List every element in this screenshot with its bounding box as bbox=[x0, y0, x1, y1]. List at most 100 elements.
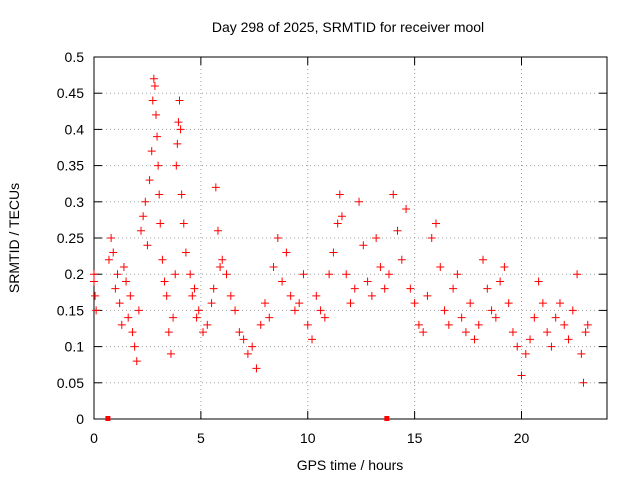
data-point bbox=[466, 299, 475, 308]
data-point bbox=[479, 255, 488, 264]
data-point bbox=[192, 313, 201, 322]
data-point bbox=[273, 234, 282, 242]
data-point bbox=[581, 328, 590, 337]
data-point bbox=[577, 349, 586, 358]
data-point bbox=[329, 248, 338, 257]
y-tick-label: 0 bbox=[76, 411, 84, 427]
scatter-series bbox=[90, 74, 592, 421]
data-point bbox=[181, 248, 190, 257]
data-point bbox=[190, 284, 199, 293]
y-tick-label: 0.5 bbox=[65, 49, 85, 65]
data-point bbox=[156, 219, 165, 228]
data-point bbox=[154, 161, 163, 170]
data-point bbox=[521, 349, 530, 358]
y-axis-label: SRMTID / TECUs bbox=[6, 183, 22, 293]
data-point bbox=[235, 328, 244, 337]
data-point bbox=[158, 255, 167, 264]
data-point bbox=[113, 270, 122, 279]
data-point bbox=[111, 284, 120, 293]
data-point bbox=[153, 132, 162, 141]
x-axis: 0 5 10 15 20 bbox=[90, 57, 529, 446]
data-point bbox=[172, 161, 181, 170]
data-point bbox=[143, 241, 152, 250]
data-point bbox=[543, 328, 552, 337]
data-point bbox=[176, 125, 185, 134]
data-point bbox=[166, 349, 175, 358]
data-point bbox=[188, 291, 197, 300]
data-point bbox=[393, 226, 402, 235]
data-point bbox=[207, 299, 216, 308]
y-tick-label: 0.4 bbox=[65, 121, 85, 137]
data-point bbox=[126, 291, 135, 300]
data-point bbox=[397, 255, 406, 264]
data-point bbox=[440, 306, 449, 315]
data-point bbox=[419, 328, 428, 337]
data-point bbox=[186, 270, 195, 279]
data-point bbox=[243, 349, 252, 358]
data-point bbox=[312, 291, 321, 300]
data-point bbox=[342, 270, 351, 279]
data-point bbox=[122, 277, 131, 286]
y-tick-label: 0.1 bbox=[65, 339, 85, 355]
data-point bbox=[564, 335, 573, 344]
x-tick-label: 0 bbox=[90, 430, 98, 446]
data-point bbox=[90, 277, 98, 286]
data-point bbox=[427, 234, 436, 242]
data-point bbox=[333, 219, 342, 228]
data-point bbox=[299, 270, 308, 279]
x-tick-label: 15 bbox=[407, 430, 423, 446]
data-point bbox=[303, 320, 312, 329]
data-point bbox=[155, 190, 164, 199]
data-point bbox=[402, 205, 411, 214]
data-point bbox=[526, 335, 535, 344]
data-point bbox=[179, 219, 188, 228]
data-point bbox=[573, 270, 582, 279]
data-point bbox=[256, 320, 265, 329]
data-point bbox=[173, 139, 182, 148]
data-point bbox=[239, 335, 248, 344]
data-point bbox=[104, 255, 113, 264]
grid bbox=[94, 57, 607, 419]
data-point bbox=[384, 270, 393, 279]
data-point bbox=[496, 277, 505, 286]
data-point bbox=[130, 342, 139, 351]
data-point bbox=[346, 299, 355, 308]
data-point bbox=[414, 320, 423, 329]
data-point bbox=[547, 342, 556, 351]
data-point bbox=[92, 306, 101, 315]
data-point bbox=[248, 342, 257, 351]
data-point bbox=[151, 110, 160, 119]
data-point bbox=[90, 270, 98, 279]
data-point bbox=[530, 313, 539, 322]
data-point bbox=[376, 262, 385, 271]
data-point bbox=[491, 313, 500, 322]
data-point bbox=[410, 299, 419, 308]
data-point bbox=[367, 291, 376, 300]
data-point bbox=[449, 284, 458, 293]
data-point bbox=[500, 262, 509, 271]
data-point bbox=[278, 277, 287, 286]
y-axis: 0 0.05 0.1 0.15 0.2 0.25 0.3 0.35 0.4 0.45 0.5 bbox=[57, 49, 607, 427]
data-point bbox=[226, 291, 235, 300]
data-point bbox=[231, 306, 240, 315]
data-point bbox=[109, 248, 118, 257]
y-tick-label: 0.15 bbox=[57, 302, 84, 318]
data-point bbox=[175, 96, 184, 105]
data-point bbox=[269, 262, 278, 271]
data-point bbox=[169, 313, 178, 322]
data-point bbox=[483, 284, 492, 293]
data-point bbox=[286, 291, 295, 300]
data-point bbox=[568, 306, 577, 315]
data-point bbox=[389, 190, 398, 199]
data-point bbox=[335, 190, 344, 199]
data-point bbox=[453, 270, 462, 279]
data-point bbox=[137, 226, 146, 235]
data-point bbox=[261, 299, 269, 308]
data-point bbox=[474, 320, 483, 329]
x-tick-label: 20 bbox=[514, 430, 530, 446]
y-tick-label: 0.25 bbox=[57, 230, 84, 246]
data-point bbox=[282, 248, 291, 257]
data-point bbox=[177, 190, 186, 199]
data-point bbox=[218, 255, 227, 264]
data-point bbox=[199, 328, 208, 337]
